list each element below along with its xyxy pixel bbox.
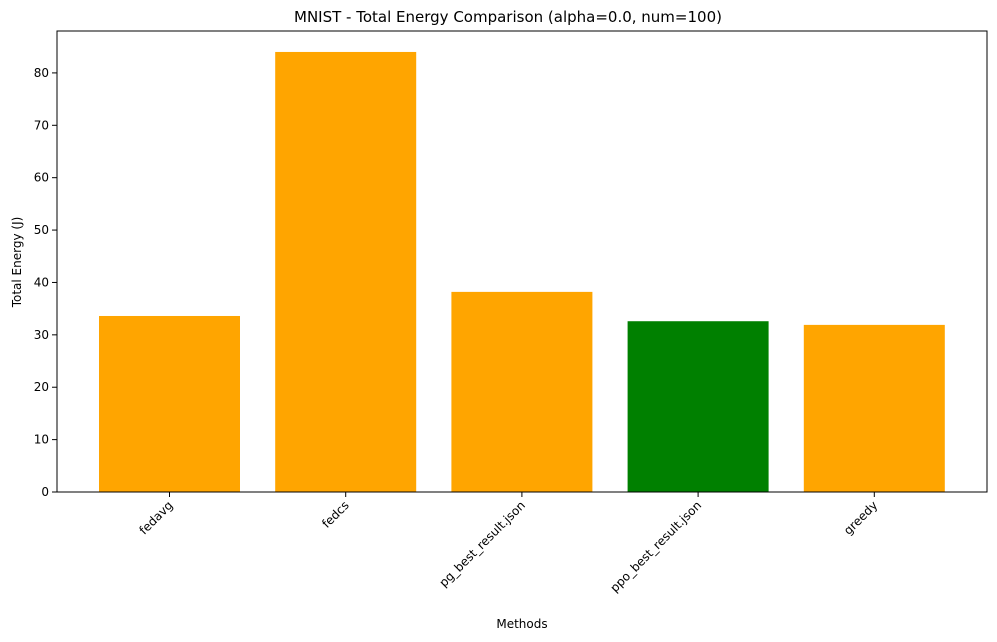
x-tick-label: fedavg [137,498,176,537]
y-tick-label: 40 [34,275,49,289]
x-axis-label: Methods [496,617,547,631]
y-tick-label: 20 [34,380,49,394]
bar-fedavg [99,315,240,492]
bar-ppo-best-result-json [627,321,769,492]
x-tick-label: greedy [841,498,880,537]
plot-frame [56,30,988,493]
y-tick-label: 50 [34,223,49,237]
y-tick-label: 80 [34,66,49,80]
bar-greedy [803,324,945,492]
y-tick-label: 10 [34,433,49,447]
x-tick-label: pg_best_result.json [436,498,528,590]
y-tick-label: 70 [34,118,49,132]
y-axis: 0 10 20 30 40 50 60 70 80 [34,66,57,499]
y-axis-label: Total Energy (J) [10,217,24,309]
x-axis: fedavg fedcs pg_best_result.json ppo_best_r… [137,492,880,595]
bar-fedcs [275,51,417,493]
chart-title: MNIST - Total Energy Comparison (alpha=0… [294,8,722,26]
bars-group [99,51,945,493]
y-tick-label: 30 [34,328,49,342]
x-tick-label: fedcs [319,498,352,531]
y-tick-label: 60 [34,171,49,185]
x-tick-label: ppo_best_result.json [607,498,704,595]
bar-pg-best-result-json [451,291,593,492]
y-tick-label: 0 [41,485,49,499]
